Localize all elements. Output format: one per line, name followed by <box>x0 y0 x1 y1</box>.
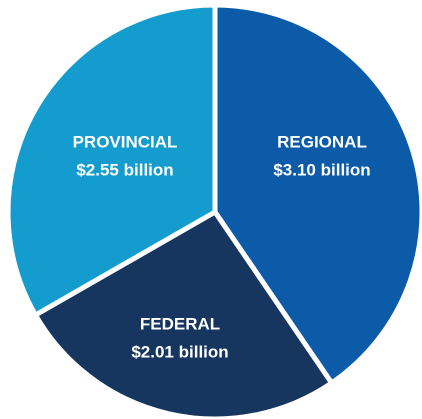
slice-label: REGIONAL <box>277 132 367 151</box>
slice-value: $2.55 billion <box>76 160 173 179</box>
slice-label: PROVINCIAL <box>73 132 178 151</box>
slice-value: $2.01 billion <box>131 342 228 361</box>
pie-slice <box>5 2 218 318</box>
slice-label: FEDERAL <box>140 314 220 333</box>
pie-slice <box>32 209 335 419</box>
slice-value: $3.10 billion <box>273 160 370 179</box>
pie-slice <box>212 2 422 386</box>
